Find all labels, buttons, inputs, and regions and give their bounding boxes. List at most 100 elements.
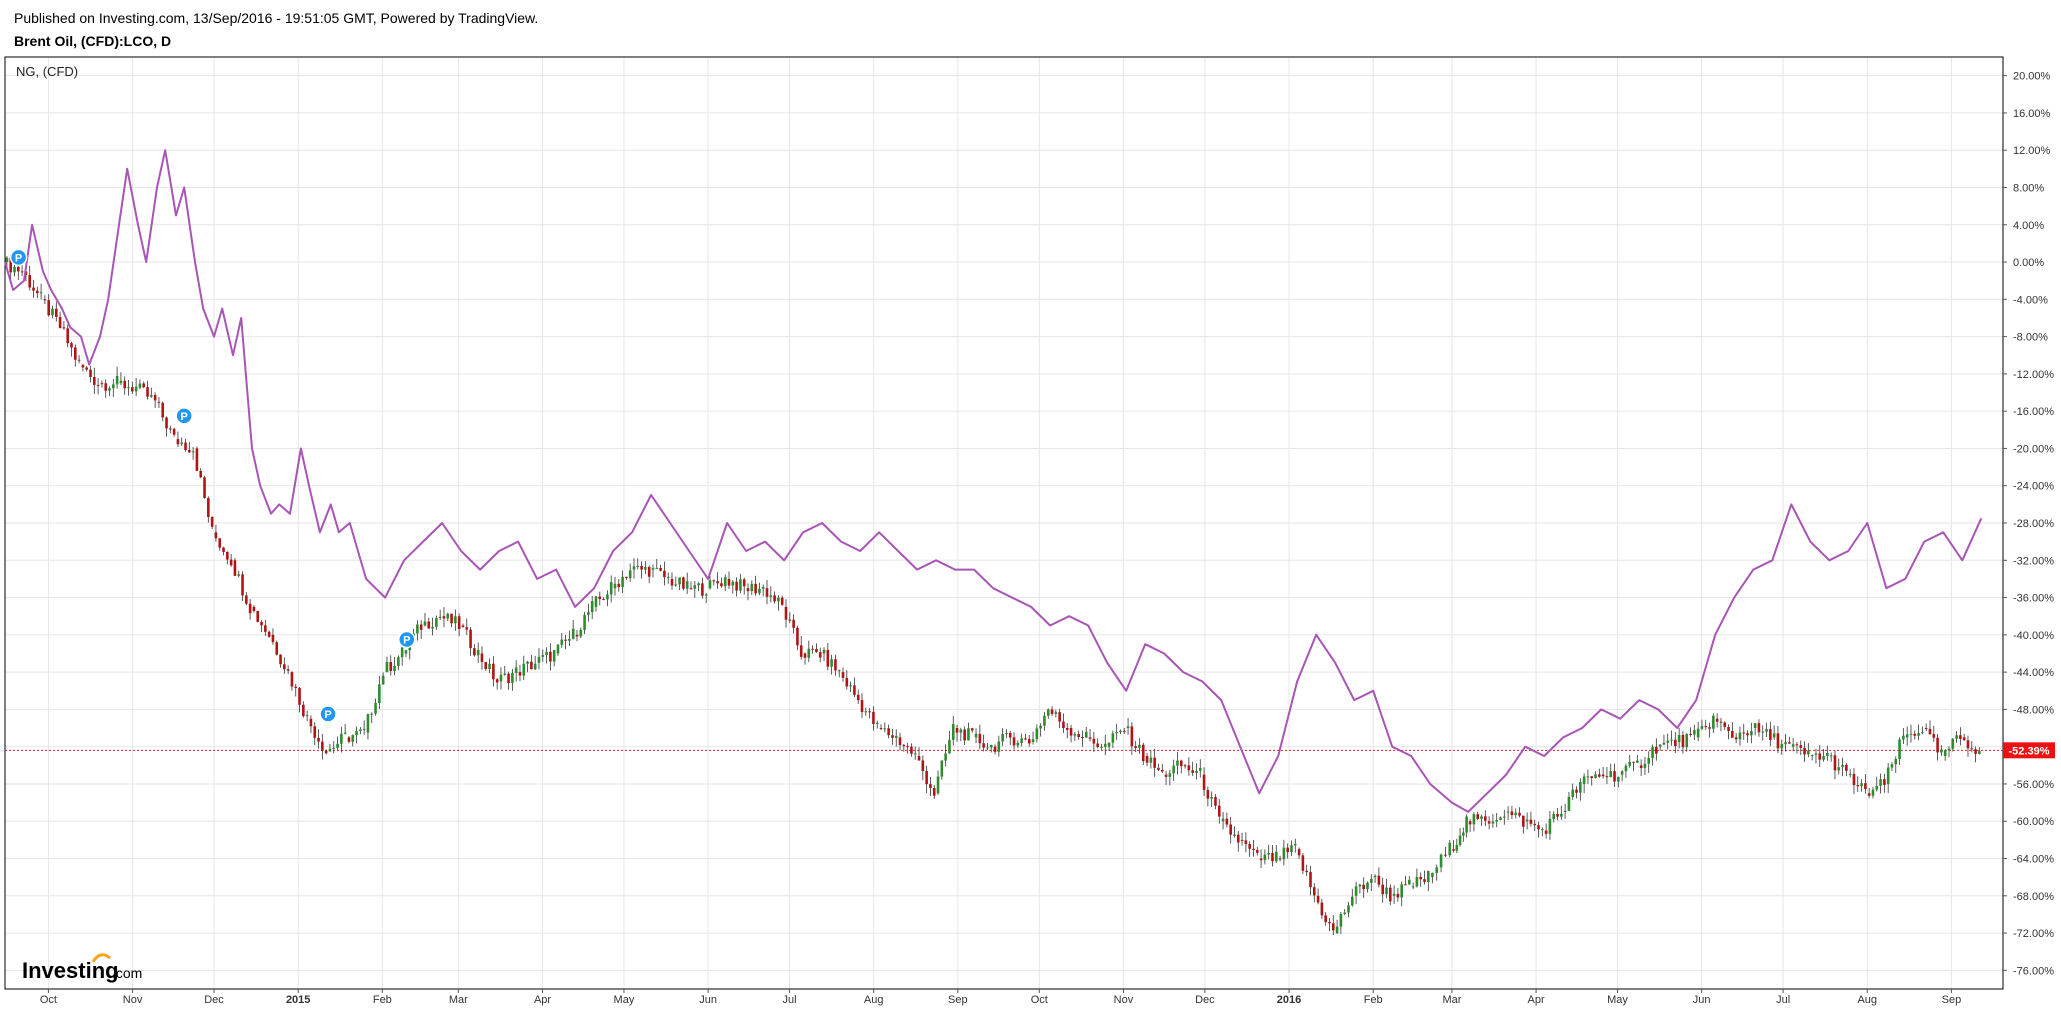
candle-body (1704, 726, 1708, 728)
candle-body (1807, 750, 1810, 755)
candle-body (765, 588, 769, 597)
candle-body (993, 746, 997, 752)
x-tick-label: Mar (449, 994, 468, 1006)
candle-body (860, 700, 864, 713)
candle-body (1427, 870, 1430, 882)
x-tick-label: Jun (699, 994, 717, 1006)
candle-body (1928, 728, 1932, 735)
candle-body (473, 648, 476, 656)
candle-body (887, 728, 890, 736)
candle-body (1685, 733, 1689, 748)
candle-body (530, 661, 533, 670)
candle-body (1803, 747, 1806, 755)
marker-p-icon[interactable] (9, 248, 28, 267)
candle-body (1791, 744, 1795, 747)
candle-body (457, 616, 461, 629)
candle-body (332, 747, 336, 749)
y-tick-label: 0.00% (2013, 257, 2044, 269)
candle-body (902, 745, 906, 747)
candle-body (374, 702, 377, 714)
candle-body (841, 672, 845, 678)
candle-body (438, 616, 442, 619)
candle-body (1845, 764, 1848, 771)
marker-label: P (180, 411, 187, 423)
candle-body (119, 380, 123, 384)
candle-body (161, 402, 165, 418)
candle-body (955, 728, 959, 733)
candle-body (1643, 763, 1647, 769)
candle-body (1444, 854, 1447, 856)
candle-body (590, 601, 594, 613)
candle-body (1537, 825, 1540, 830)
candle-body (1369, 878, 1373, 883)
candle-body (1609, 771, 1613, 778)
candle-body (214, 532, 218, 539)
candle-body (682, 577, 685, 589)
candle-body (1639, 765, 1643, 769)
candle-body (769, 595, 773, 597)
candle-body (290, 672, 294, 687)
candle-body (606, 594, 609, 600)
candle-body (1810, 754, 1814, 756)
marker-p-icon[interactable] (398, 630, 416, 649)
x-tick-label: Dec (1195, 994, 1215, 1006)
candle-body (1141, 744, 1145, 762)
candle-body (1784, 742, 1787, 745)
marker-p-icon[interactable] (175, 407, 193, 425)
candle-body (492, 663, 495, 680)
candle-body (1605, 776, 1609, 778)
last-price-badge (2003, 742, 2055, 759)
candle-body (708, 580, 712, 589)
candle-body (727, 578, 731, 586)
candle-body (93, 376, 96, 385)
candle-body (1636, 760, 1639, 763)
candle-body (986, 747, 989, 749)
candle-body (381, 675, 385, 685)
candle-body (1259, 858, 1263, 861)
candle-body (1594, 774, 1597, 778)
candle-body (1738, 732, 1742, 740)
candle-body (1448, 842, 1452, 856)
candle-body (526, 661, 529, 664)
candle-body (1024, 738, 1027, 740)
candle-body (1107, 742, 1111, 747)
candle-body (537, 656, 541, 663)
candle-body (1305, 870, 1308, 873)
y-tick-label: -60.00% (2013, 816, 2054, 828)
candle-body (1681, 734, 1685, 748)
marker-p-icon[interactable] (319, 705, 337, 723)
candle-body (195, 448, 199, 471)
candle-body (1556, 813, 1559, 817)
candle-body (1480, 816, 1483, 819)
candle-body (1244, 840, 1248, 845)
candle-body (1005, 732, 1008, 735)
candle-body (1917, 733, 1920, 736)
candle-body (199, 470, 203, 478)
candle-body (1582, 776, 1586, 784)
candle-body (514, 667, 518, 673)
investing-logo[interactable]: Investing .com (22, 953, 142, 983)
candle-body (1658, 744, 1662, 747)
candle-body (1458, 835, 1462, 845)
candle-body (1932, 734, 1936, 738)
symbol-title: Brent Oil, (CFD):LCO, D (14, 33, 172, 49)
event-markers[interactable]: P P P P (9, 248, 416, 723)
candle-body (1522, 815, 1525, 827)
candle-body (1408, 879, 1411, 885)
candle-body (1309, 872, 1312, 888)
x-tick-label: Mar (1442, 994, 1461, 1006)
candle-body (1331, 923, 1335, 931)
candle-body (1742, 732, 1746, 734)
candle-body (1921, 732, 1924, 734)
x-tick-label: Aug (864, 994, 884, 1006)
candle-body (647, 567, 651, 577)
candle-body (1039, 725, 1042, 729)
candle-body (1065, 728, 1069, 730)
candle-body (651, 568, 655, 570)
candle-body (229, 559, 233, 566)
candle-body (1624, 765, 1628, 772)
candle-body (1271, 852, 1274, 862)
candle-body (1339, 913, 1343, 927)
candle-body (1731, 730, 1734, 738)
